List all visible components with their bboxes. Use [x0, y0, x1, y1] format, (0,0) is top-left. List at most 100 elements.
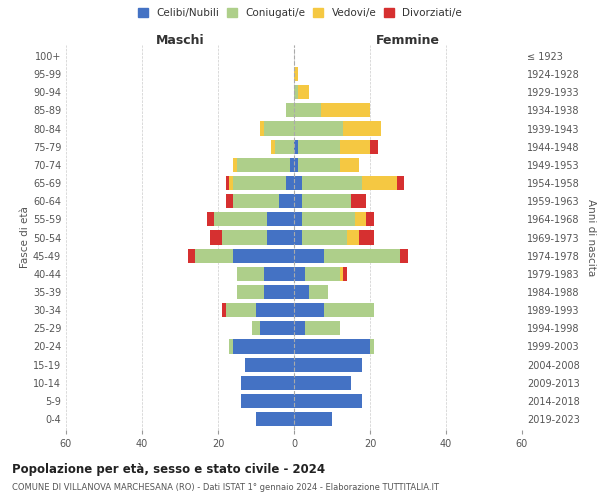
Bar — [294, 266, 343, 281]
Bar — [294, 266, 340, 281]
Bar — [294, 412, 332, 426]
Bar — [294, 394, 362, 408]
Bar — [222, 230, 294, 244]
Bar — [237, 285, 294, 299]
Bar — [294, 140, 340, 154]
Bar — [252, 321, 294, 336]
Bar — [195, 248, 294, 262]
Bar — [226, 176, 294, 190]
Bar — [294, 176, 404, 190]
Bar — [188, 248, 294, 262]
Bar — [294, 230, 347, 244]
Bar — [245, 358, 294, 372]
Y-axis label: Fasce di età: Fasce di età — [20, 206, 30, 268]
Bar — [260, 122, 294, 136]
Bar — [294, 412, 332, 426]
Bar — [294, 340, 370, 353]
Bar — [294, 321, 340, 336]
Bar — [241, 394, 294, 408]
Bar — [294, 67, 298, 81]
Bar — [294, 104, 320, 118]
Bar — [241, 376, 294, 390]
Bar — [256, 303, 294, 317]
Bar — [206, 212, 294, 226]
Bar — [222, 230, 294, 244]
Bar — [222, 303, 294, 317]
Bar — [275, 140, 294, 154]
Bar — [294, 394, 362, 408]
Bar — [245, 358, 294, 372]
Bar — [294, 248, 325, 262]
Bar — [294, 340, 374, 353]
Bar — [226, 303, 294, 317]
Bar — [294, 176, 362, 190]
Bar — [214, 212, 294, 226]
Text: Femmine: Femmine — [376, 34, 440, 47]
Bar — [229, 340, 294, 353]
Bar — [294, 122, 382, 136]
Bar — [241, 394, 294, 408]
Bar — [294, 394, 362, 408]
Bar — [294, 194, 351, 208]
Bar — [263, 285, 294, 299]
Bar — [294, 321, 340, 336]
Bar — [252, 321, 294, 336]
Bar — [294, 194, 366, 208]
Bar — [294, 230, 302, 244]
Bar — [294, 248, 400, 262]
Bar — [294, 376, 351, 390]
Bar — [256, 412, 294, 426]
Bar — [286, 176, 294, 190]
Bar — [294, 158, 359, 172]
Bar — [294, 376, 351, 390]
Bar — [294, 248, 400, 262]
Bar — [294, 85, 309, 100]
Bar — [237, 266, 294, 281]
Bar — [294, 394, 362, 408]
Bar — [271, 140, 294, 154]
Bar — [263, 266, 294, 281]
Bar — [229, 340, 294, 353]
Bar — [294, 248, 408, 262]
Bar — [237, 285, 294, 299]
Bar — [294, 140, 370, 154]
Bar — [256, 412, 294, 426]
Bar — [245, 358, 294, 372]
Bar — [294, 303, 374, 317]
Bar — [294, 176, 397, 190]
Bar — [290, 158, 294, 172]
Bar — [214, 212, 294, 226]
Bar — [233, 340, 294, 353]
Bar — [294, 303, 374, 317]
Y-axis label: Anni di nascita: Anni di nascita — [586, 199, 596, 276]
Bar — [294, 376, 351, 390]
Bar — [294, 412, 332, 426]
Bar — [294, 140, 298, 154]
Bar — [286, 104, 294, 118]
Bar — [294, 285, 328, 299]
Bar — [195, 248, 294, 262]
Bar — [271, 140, 294, 154]
Bar — [241, 394, 294, 408]
Bar — [294, 212, 366, 226]
Bar — [294, 194, 302, 208]
Bar — [237, 266, 294, 281]
Bar — [229, 176, 294, 190]
Text: Popolazione per età, sesso e stato civile - 2024: Popolazione per età, sesso e stato civil… — [12, 462, 325, 475]
Bar — [237, 285, 294, 299]
Bar — [279, 194, 294, 208]
Bar — [260, 321, 294, 336]
Bar — [294, 158, 340, 172]
Bar — [294, 303, 374, 317]
Bar — [294, 158, 359, 172]
Bar — [294, 67, 298, 81]
Bar — [294, 122, 382, 136]
Bar — [294, 358, 362, 372]
Bar — [211, 230, 294, 244]
Bar — [294, 358, 362, 372]
Bar — [268, 212, 294, 226]
Bar — [294, 266, 347, 281]
Bar — [294, 321, 305, 336]
Bar — [241, 376, 294, 390]
Bar — [294, 212, 302, 226]
